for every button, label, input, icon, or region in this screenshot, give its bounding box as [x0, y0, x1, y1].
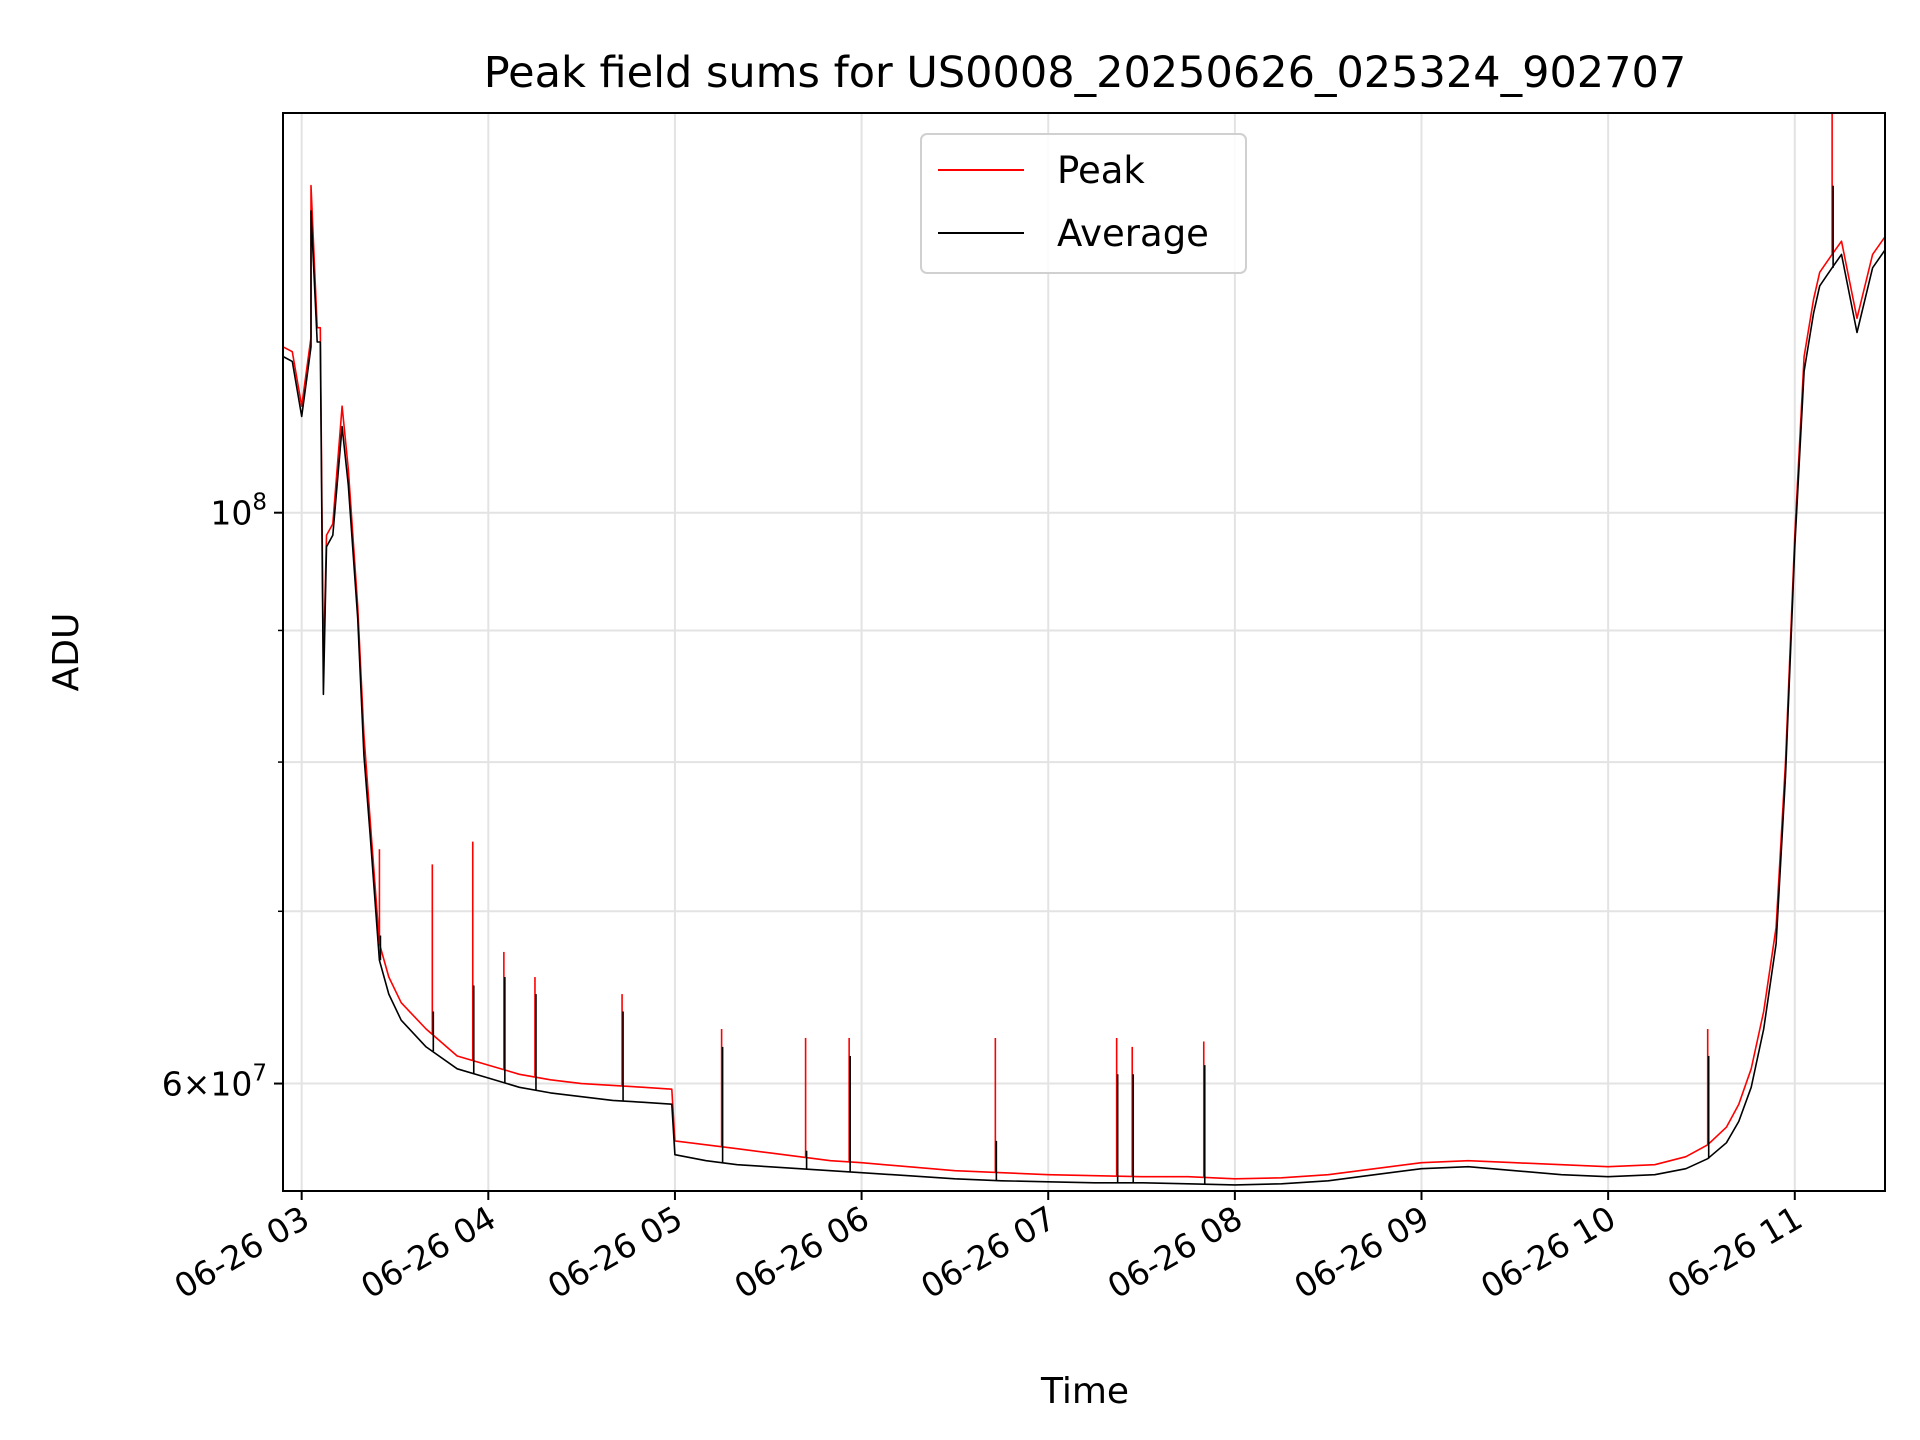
y-tick-label: 108 — [210, 490, 267, 533]
series-layer — [282, 113, 1886, 1186]
legend-label-average: Average — [1057, 212, 1209, 255]
series-line-peak — [282, 184, 1886, 1180]
legend-box — [920, 133, 1247, 274]
plot-frame — [282, 112, 1886, 1192]
legend: Peak Average — [920, 133, 1247, 274]
series-line-average — [282, 210, 1886, 1186]
x-tick-label: 06-26 10 — [1474, 1198, 1622, 1306]
x-axis-ticks: 06-26 03 06-26 04 06-26 05 06-26 06 06-26 07… — [168, 1191, 1809, 1306]
x-tick-label: 06-26 07 — [914, 1198, 1062, 1306]
y-axis-ticks: 108 6×107 — [162, 490, 283, 1104]
grid-lines — [283, 113, 1885, 1191]
x-tick-label: 06-26 05 — [541, 1198, 689, 1306]
x-tick-label: 06-26 06 — [728, 1198, 876, 1306]
x-tick-label: 06-26 03 — [168, 1198, 316, 1306]
y-axis-label: ADU — [46, 613, 87, 692]
x-tick-label: 06-26 11 — [1661, 1198, 1809, 1306]
x-tick-label: 06-26 04 — [354, 1198, 502, 1306]
legend-label-peak: Peak — [1057, 149, 1145, 192]
x-tick-label: 06-26 08 — [1101, 1198, 1249, 1306]
y-tick-label: 6×107 — [162, 1061, 267, 1104]
x-tick-label: 06-26 09 — [1288, 1198, 1436, 1306]
x-axis-label: Time — [1040, 1371, 1129, 1412]
chart-title: Peak field sums for US0008_20250626_0253… — [484, 48, 1687, 98]
